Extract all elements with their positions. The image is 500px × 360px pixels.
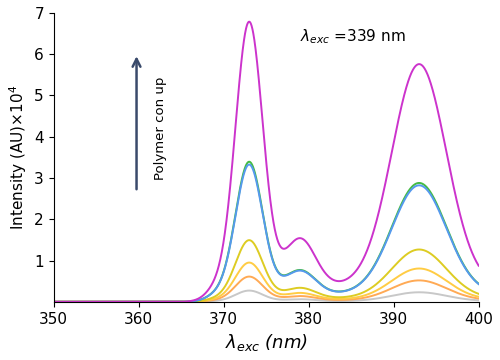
Y-axis label: Intensity (AU)$\times$10$^4$: Intensity (AU)$\times$10$^4$	[7, 85, 28, 230]
Text: Polymer con up: Polymer con up	[154, 77, 166, 180]
Text: $\lambda_{exc}$ =339 nm: $\lambda_{exc}$ =339 nm	[300, 27, 406, 46]
X-axis label: $\lambda_{exc}$ (nm): $\lambda_{exc}$ (nm)	[224, 332, 308, 353]
